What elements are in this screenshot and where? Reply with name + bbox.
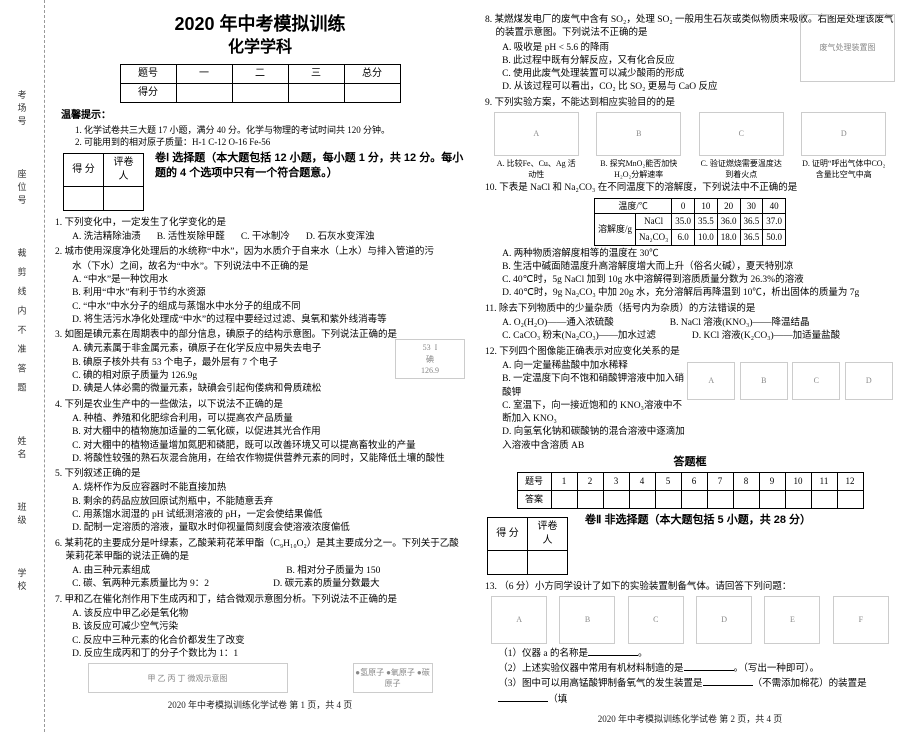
q1-stem: 1. 下列变化中，一定发生了化学变化的是 — [55, 217, 465, 230]
exam-subject: 化学学科 — [55, 37, 465, 59]
q7-figure: 甲 乙 丙 丁 微观示意图 ●氢原子 ●氧原子 ●碳原子 — [55, 663, 465, 693]
q12-graphs: A B C D — [685, 362, 895, 451]
q12-stem: 12. 下列四个图像能正确表示对应变化关系的是 — [485, 346, 895, 359]
hint-item: 1. 化学试卷共三大题 17 小题，满分 40 分。化学与物理的考试时间共 12… — [75, 124, 465, 137]
q7-stem: 7. 甲和乙在催化剂作用下生成丙和丁，结合微观示意图分析。下列说法不正确的是 — [55, 594, 465, 607]
total-score-table: 题号一二三总分 得分 — [120, 64, 401, 103]
hints-head: 温馨提示： — [61, 109, 465, 123]
solubility-table: 温度/℃010203040 溶解度/gNaCl35.035.536.036.53… — [594, 198, 786, 246]
margin-field: 考场号 — [16, 90, 29, 129]
q4-stem: 4. 下列是农业生产中的一些做法，以下说法不正确的是 — [55, 399, 465, 412]
section-score-box: 得 分评卷人 — [63, 153, 144, 211]
page1-footer: 2020 年中考模拟训练化学试卷 第 1 页，共 4 页 — [55, 699, 465, 712]
binding-margin: 考场号 座位号 裁 剪 线 内 不 准 答 题 姓名 班级 学校 — [0, 0, 45, 732]
juan1-title: 卷Ⅰ 选择题（本大题包括 12 小题，每小题 1 分，共 12 分。每小题的 4… — [155, 151, 465, 182]
juan2-title: 卷Ⅱ 非选择题（本大题包括 5 小题，共 28 分） — [585, 513, 895, 528]
margin-field: 班级 — [16, 502, 29, 528]
hint-item: 2. 可能用到的相对原子质量：H-1 C-12 O-16 Fe-56 — [75, 136, 465, 149]
margin-field: 学校 — [16, 568, 29, 594]
q1-opts: A. 洗洁精除油渍B. 活性炭除甲醛C. 干冰制冷D. 石灰水变浑浊 — [72, 231, 465, 244]
q2-line2: 水（下水）之间，故名为“中水”。下列说法中不正确的是 — [72, 261, 465, 274]
page2-footer: 2020 年中考模拟训练化学试卷 第 2 页，共 4 页 — [485, 713, 895, 726]
answer-grid: 题号123456789101112 答案 — [517, 472, 864, 508]
answer-sheet-title: 答题框 — [485, 455, 895, 470]
so2-device-figure: 废气处理装置图 — [800, 14, 895, 82]
margin-field: 座位号 — [16, 169, 29, 208]
q5-stem: 5. 下列叙述正确的是 — [55, 468, 465, 481]
q6-stem: 6. 某莉花的主要成分是叶绿素，乙酸茉莉花苯甲酯（C₉H₁₀O₂）是其主要成分之… — [55, 538, 465, 565]
q9-stem: 9. 下列实验方案，不能达到相应实验目的的是 — [485, 97, 895, 110]
iodine-figure: 53 I 碘 126.9 — [395, 339, 465, 379]
section-score-box-2: 得 分评卷人 — [487, 517, 568, 575]
exam-title: 2020 年中考模拟训练 — [55, 12, 465, 37]
q10-stem: 10. 下表是 NaCl 和 Na₂CO₃ 在不同温度下的溶解度，下列说法中不正… — [485, 182, 895, 195]
margin-field: 姓名 — [16, 436, 29, 462]
page-1: 2020 年中考模拟训练 化学学科 题号一二三总分 得分 温馨提示： 1. 化学… — [45, 0, 475, 732]
margin-cut-text: 裁 剪 线 内 不 准 答 题 — [16, 248, 29, 396]
q11-stem: 11. 除去下列物质中的少量杂质（括号内为杂质）的方法错误的是 — [485, 303, 895, 316]
q13-stem: 13. （6 分）小方同学设计了如下的实验装置制备气体。请回答下列问题： — [485, 581, 895, 594]
page-2: 8. 某燃煤发电厂的废气中含有 SO₂，处理 SO₂ 一般用生石灰或类似物质来吸… — [475, 0, 905, 732]
q9-figures: A B C D — [485, 112, 895, 156]
q2-line1: 2. 城市使用深度净化处理后的水统称“中水”，因为水质介于自来水（上水）与排入管… — [55, 246, 465, 259]
